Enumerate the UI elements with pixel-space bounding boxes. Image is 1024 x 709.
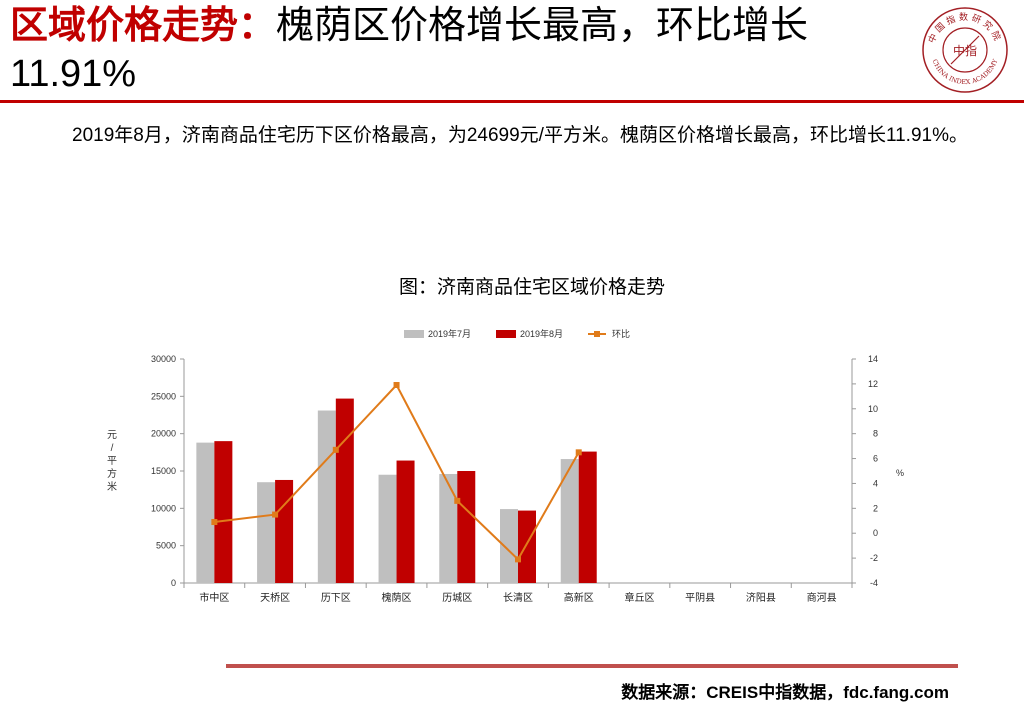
bar-july <box>560 459 579 583</box>
bar-july <box>257 482 276 583</box>
bar-july <box>196 442 215 583</box>
legend-label: 2019年8月 <box>520 328 563 339</box>
y2-tick-label: 6 <box>873 454 878 464</box>
legend-label: 环比 <box>612 328 630 339</box>
mom-point <box>515 556 521 563</box>
y2-tick-label: 4 <box>873 478 878 488</box>
title-divider <box>0 100 1024 103</box>
x-tick-label: 商河县 <box>807 591 837 604</box>
price-trend-chart: 图：济南商品住宅区域价格走势 2019年7月 2019年8月 环比 0 5000 10000… <box>107 276 904 604</box>
summary-text: 2019年8月，济南商品住宅历下区价格最高，为24699元/平方米。槐荫区价格增… <box>72 125 968 146</box>
x-tick-label: 高新区 <box>564 591 594 604</box>
bar-july <box>439 473 458 583</box>
x-tick-label: 济阳县 <box>746 591 776 604</box>
bar-august <box>335 398 354 583</box>
bar-august <box>518 510 536 583</box>
y-tick-label: 15000 <box>151 466 176 476</box>
chart-title: 图：济南商品住宅区域价格走势 <box>399 276 665 298</box>
y2-tick-label: -4 <box>870 578 878 588</box>
x-tick-label: 市中区 <box>199 591 229 604</box>
legend-swatch <box>404 330 424 338</box>
footer-divider <box>226 664 958 668</box>
y-tick-label: 0 <box>171 578 176 588</box>
x-tick-label: 历城区 <box>442 592 472 604</box>
page-title: 区域价格走势：槐荫区价格增长最高，环比增长11.91% <box>10 2 910 98</box>
logo-center-text: 中指 <box>953 43 977 58</box>
y2-tick-label: 10 <box>868 404 878 414</box>
legend-swatch-marker <box>594 331 600 337</box>
x-tick-label: 章丘区 <box>624 591 654 604</box>
legend-swatch <box>496 330 516 338</box>
x-tick-label: 长清区 <box>503 591 533 604</box>
y-axis-label-char: 平 <box>107 456 117 467</box>
y2-tick-label: -2 <box>870 553 878 563</box>
y2-tick-label: 8 <box>873 429 878 439</box>
mom-point <box>575 449 582 456</box>
y-tick-label: 30000 <box>151 354 176 364</box>
y-tick-label: 5000 <box>156 541 176 551</box>
y2-axis-label: % <box>896 468 904 478</box>
y2-tick-label: 14 <box>868 354 878 364</box>
y2-tick-label: 2 <box>873 503 878 513</box>
bar-july <box>500 509 518 583</box>
mom-point <box>332 446 339 453</box>
x-tick-label: 天桥区 <box>260 592 290 604</box>
bar-august <box>275 479 294 583</box>
y2-tick-label: 12 <box>868 379 878 389</box>
bar-august <box>396 460 415 583</box>
x-tick-label: 平阴县 <box>685 592 715 604</box>
title-prefix: 区域价格走势： <box>10 5 277 47</box>
x-tick-label: 槐荫区 <box>382 591 412 604</box>
mom-point <box>393 382 400 389</box>
bar-august <box>457 471 476 583</box>
y-axis-label-char: 方 <box>107 467 117 480</box>
mom-point <box>454 497 461 504</box>
y-tick-label: 10000 <box>151 503 176 513</box>
x-tick-label: 历下区 <box>321 592 351 604</box>
data-source: 数据来源：CREIS中指数据，fdc.fang.com <box>621 683 949 702</box>
mom-point <box>211 519 218 526</box>
y-tick-label: 25000 <box>151 391 176 401</box>
china-index-academy-logo: 中国指数研究院 CHINA INDEX ACADEMY 中指 <box>922 7 1008 93</box>
title-rest: 槐荫区价格增长最高，环比增长11.91% <box>10 5 809 95</box>
bar-july <box>317 410 336 583</box>
y-axis-label-char: / <box>111 443 114 454</box>
y-axis-label-char: 元 <box>107 430 117 441</box>
legend-label: 2019年7月 <box>428 328 471 339</box>
mom-point <box>272 511 279 518</box>
bar-august <box>214 441 233 583</box>
y2-tick-label: 0 <box>873 528 878 538</box>
y-tick-label: 20000 <box>151 429 176 439</box>
bar-august <box>578 451 597 583</box>
bar-july <box>378 474 397 583</box>
y-axis-label-char: 米 <box>107 480 117 493</box>
